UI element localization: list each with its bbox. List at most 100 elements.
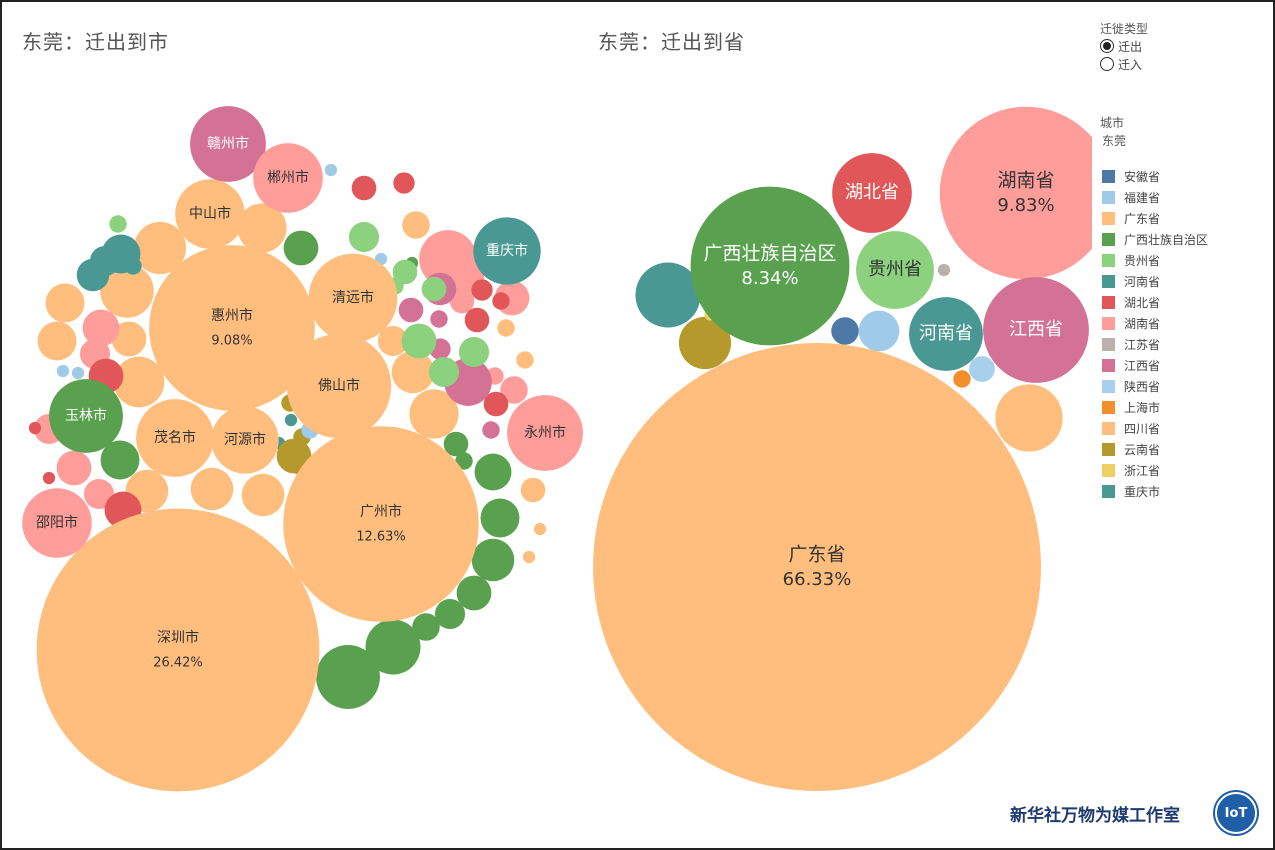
bubble-city-minor[interactable] bbox=[409, 389, 459, 439]
bubble-city-minor[interactable] bbox=[464, 307, 490, 333]
bubble-province[interactable] bbox=[983, 277, 1089, 383]
bubble-city-minor[interactable] bbox=[100, 440, 140, 480]
bubble-city-minor[interactable] bbox=[82, 309, 120, 347]
legend-item[interactable]: 浙江省 bbox=[1102, 460, 1208, 481]
bubble-city-minor[interactable] bbox=[434, 598, 466, 630]
bubble-city-minor[interactable] bbox=[45, 283, 85, 323]
bubble-city-minor[interactable] bbox=[111, 321, 147, 357]
bubble-city-minor[interactable] bbox=[284, 413, 298, 427]
bubble-city[interactable] bbox=[283, 426, 479, 622]
legend-item[interactable]: 湖南省 bbox=[1102, 313, 1208, 334]
bubble-city-minor[interactable] bbox=[283, 230, 319, 266]
bubble-city[interactable] bbox=[308, 253, 398, 343]
bubble-city[interactable] bbox=[49, 379, 123, 453]
radio-outbound[interactable]: 迁出 bbox=[1100, 37, 1142, 55]
bubble-city-minor[interactable] bbox=[449, 288, 475, 314]
bubble-province-minor[interactable] bbox=[969, 356, 995, 382]
bubble-city[interactable] bbox=[36, 508, 320, 792]
bubble-province-minor[interactable] bbox=[995, 384, 1063, 452]
bubble-city-minor[interactable] bbox=[482, 421, 500, 439]
bubble-city-minor[interactable] bbox=[516, 351, 534, 369]
legend-item[interactable]: 湖北省 bbox=[1102, 292, 1208, 313]
bubble-city-minor[interactable] bbox=[443, 431, 469, 457]
bubble-province[interactable] bbox=[939, 106, 1092, 280]
bubble-city-minor[interactable] bbox=[455, 452, 473, 470]
bubble-city-minor[interactable] bbox=[533, 522, 547, 536]
legend-item[interactable]: 陕西省 bbox=[1102, 376, 1208, 397]
legend-item[interactable]: 四川省 bbox=[1102, 418, 1208, 439]
bubble-city-minor[interactable] bbox=[402, 211, 430, 239]
legend-item[interactable]: 上海市 bbox=[1102, 397, 1208, 418]
legend-item[interactable]: 福建省 bbox=[1102, 187, 1208, 208]
bubble-province[interactable] bbox=[856, 231, 934, 309]
bubble-province[interactable] bbox=[593, 343, 1041, 791]
bubble-city[interactable] bbox=[175, 179, 245, 249]
bubble-city-minor[interactable] bbox=[316, 645, 380, 709]
legend-item[interactable]: 安徽省 bbox=[1102, 166, 1208, 187]
bubble-city-minor[interactable] bbox=[392, 259, 418, 285]
bubble-city-minor[interactable] bbox=[324, 163, 338, 177]
bubble-city-minor[interactable] bbox=[56, 364, 70, 378]
bubble-province[interactable] bbox=[832, 153, 912, 233]
radio-outbound-circle[interactable] bbox=[1100, 39, 1114, 53]
bubble-city-minor[interactable] bbox=[348, 221, 380, 253]
bubble-city[interactable] bbox=[473, 217, 541, 285]
legend-item[interactable]: 云南省 bbox=[1102, 439, 1208, 460]
bubble-city-minor[interactable] bbox=[428, 356, 460, 388]
bubble-city-minor[interactable] bbox=[190, 467, 234, 511]
legend-item[interactable]: 广西壮族自治区 bbox=[1102, 229, 1208, 250]
legend-item[interactable]: 河南省 bbox=[1102, 271, 1208, 292]
bubble-province-minor[interactable] bbox=[635, 262, 701, 328]
bubble-city-minor[interactable] bbox=[480, 498, 520, 538]
bubble-city-minor[interactable] bbox=[483, 391, 509, 417]
bubble-province[interactable] bbox=[909, 297, 983, 371]
bubble-city-minor[interactable] bbox=[89, 245, 121, 277]
bubble-province-minor[interactable] bbox=[831, 317, 859, 345]
bubble-province-minor[interactable] bbox=[858, 310, 900, 352]
bubble-city[interactable] bbox=[136, 399, 214, 477]
bubble-city-minor[interactable] bbox=[401, 323, 437, 359]
bubble-city[interactable] bbox=[211, 406, 279, 474]
bubble-city-minor[interactable] bbox=[241, 473, 285, 517]
legend-item[interactable]: 重庆市 bbox=[1102, 481, 1208, 502]
bubble-city-minor[interactable] bbox=[520, 477, 546, 503]
radio-inbound[interactable]: 迁入 bbox=[1100, 55, 1142, 73]
bubble-city[interactable] bbox=[22, 488, 92, 558]
bubble-city-minor[interactable] bbox=[398, 297, 424, 323]
bubble-province-minor[interactable] bbox=[678, 316, 732, 370]
bubble-city[interactable] bbox=[253, 143, 323, 213]
bubble-city-minor[interactable] bbox=[497, 319, 515, 337]
radio-inbound-circle[interactable] bbox=[1100, 57, 1114, 71]
bubble-city-minor[interactable] bbox=[83, 478, 115, 510]
bubble-city[interactable] bbox=[190, 106, 266, 182]
bubble-city-minor[interactable] bbox=[393, 172, 415, 194]
bubble-city-minor[interactable] bbox=[412, 613, 440, 641]
legend-item[interactable]: 江苏省 bbox=[1102, 334, 1208, 355]
bubble-city-minor[interactable] bbox=[237, 203, 287, 253]
bubble-city[interactable] bbox=[286, 333, 392, 439]
bubble-city-minor[interactable] bbox=[365, 619, 421, 675]
bubble-province-minor[interactable] bbox=[937, 263, 951, 277]
bubble-city-minor[interactable] bbox=[42, 471, 56, 485]
bubble-city-minor[interactable] bbox=[28, 421, 42, 435]
bubble-city-minor[interactable] bbox=[458, 336, 490, 368]
bubble-city-minor[interactable] bbox=[492, 292, 510, 310]
bubble-city-minor[interactable] bbox=[471, 279, 493, 301]
bubble-city[interactable] bbox=[149, 245, 315, 411]
bubble-city-minor[interactable] bbox=[124, 257, 142, 275]
bubble-city-minor[interactable] bbox=[133, 221, 187, 275]
bubble-city-minor[interactable] bbox=[351, 175, 377, 201]
bubble-city-minor[interactable] bbox=[421, 276, 447, 302]
legend-item[interactable]: 贵州省 bbox=[1102, 250, 1208, 271]
bubble-city-minor[interactable] bbox=[377, 325, 409, 357]
bubble-city-minor[interactable] bbox=[500, 376, 528, 404]
bubble-city-minor[interactable] bbox=[430, 310, 448, 328]
bubble-city-minor[interactable] bbox=[71, 366, 85, 380]
bubble-province-minor[interactable] bbox=[953, 370, 971, 388]
bubble-province[interactable] bbox=[690, 186, 850, 346]
bubble-city-minor[interactable] bbox=[56, 450, 92, 486]
bubble-city-minor[interactable] bbox=[37, 321, 77, 361]
bubble-city-minor[interactable] bbox=[474, 453, 512, 491]
bubble-city-minor[interactable] bbox=[522, 550, 536, 564]
bubble-city[interactable] bbox=[507, 395, 583, 471]
